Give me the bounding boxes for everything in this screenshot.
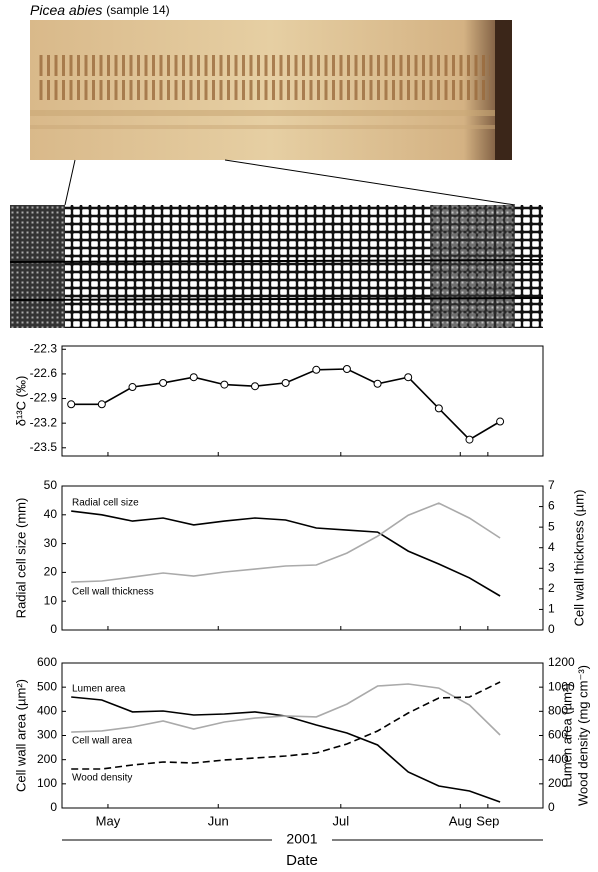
x-axis-label: Date [286,852,318,869]
plot-frame [61,485,544,631]
series-label: Wood density [72,773,132,784]
data-point [159,378,168,387]
y-axis-label: Radial cell size (mm) [13,498,28,619]
y2-tick-label: 4 [548,540,555,554]
species: Picea abies [30,2,102,18]
data-point [465,435,474,444]
y2-tick-label: 1 [548,602,555,616]
sample: (sample 14) [106,3,169,17]
series-label: Radial cell size [72,498,139,509]
y-tick-label: 100 [37,776,57,790]
y-tick-label: 0 [50,622,57,636]
y2-tick-label: 5 [548,519,555,533]
plot-frame [61,345,544,457]
y2-tick-label: 200 [548,776,568,790]
y-axis-label: δ¹³C (‰) [13,376,28,427]
data-point [342,364,351,373]
data-point [251,382,260,391]
y2-tick-label: 800 [548,704,568,718]
y-tick-label: 0 [50,800,57,814]
data-point [97,400,106,409]
year-label: 2001 [286,831,317,847]
y2-tick-label: 7 [548,478,555,492]
y-axis-label: Cell wall area (µm²) [13,679,28,792]
y2-tick-label: 0 [548,622,555,636]
zoom-line [64,159,76,206]
y2-tick-label: 2 [548,581,555,595]
x-tick-label: Aug [449,813,472,828]
y-tick-label: 30 [44,536,58,550]
wood-photo [30,20,512,160]
data-point [220,380,229,389]
y-tick-label: 20 [44,565,58,579]
data-point [67,400,76,409]
y-tick-label: -22.9 [30,391,58,405]
y-tick-label: 600 [37,655,57,669]
x-tick-label: Sep [476,813,499,828]
series-label: Cell wall area [72,736,132,747]
cell-micrograph [9,205,544,328]
data-point [404,373,413,382]
y2-tick-label: 400 [548,752,568,766]
data-point [281,378,290,387]
y2-tick-label: 0 [548,800,555,814]
data-point [496,417,505,426]
y2-tick-label: 3 [548,560,555,574]
y-tick-label: -22.3 [30,341,58,355]
series-label: Lumen area [72,684,126,695]
data-point [312,365,321,374]
y-tick-label: 10 [44,593,58,607]
y2-tick-label: 1200 [548,655,575,669]
y2-tick-label: 600 [548,728,568,742]
data-point [373,379,382,388]
series-line [71,510,501,597]
series-line [71,502,501,583]
y-tick-label: 500 [37,679,57,693]
series-line [71,683,501,736]
y-tick-label: 200 [37,752,57,766]
y2-tick-label: 6 [548,499,555,513]
photo-title: Picea abies (sample 14) [30,2,170,18]
y2-axis-label: Wood density (mg cm⁻³) [575,665,590,806]
series-line [71,681,501,770]
y-tick-label: -23.2 [30,415,58,429]
data-point [434,404,443,413]
y-tick-label: 400 [37,704,57,718]
x-tick-label: May [96,813,121,828]
plot-frame [61,662,544,809]
series-label: Cell wall thickness [72,587,154,598]
y-tick-label: -22.6 [30,366,58,380]
x-tick-label: Jul [332,813,349,828]
series-line [71,696,501,803]
y2-axis-label: Cell wall thickness (µm) [571,490,586,627]
y-tick-label: 40 [44,507,58,521]
data-point [128,383,137,392]
y2-tick-label: 1000 [548,679,575,693]
y-tick-label: 300 [37,728,57,742]
y-tick-label: -23.5 [30,440,58,454]
y-tick-label: 50 [44,478,58,492]
data-point [189,373,198,382]
zoom-line [224,159,516,206]
x-tick-label: Jun [208,813,229,828]
y2-axis-label: Lumen area (µm²) [559,683,574,787]
